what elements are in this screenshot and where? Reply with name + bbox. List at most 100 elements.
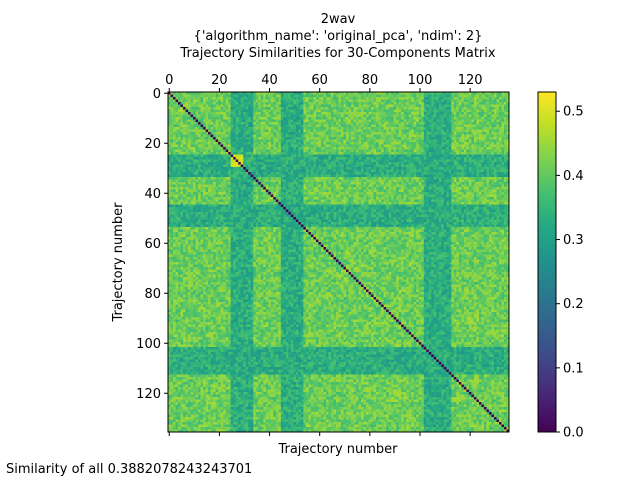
heatmap-cell bbox=[473, 109, 477, 113]
heatmap-cell bbox=[481, 104, 485, 108]
heatmap-cell bbox=[416, 157, 420, 160]
heatmap-cell bbox=[243, 147, 247, 150]
heatmap-cell bbox=[471, 157, 475, 160]
heatmap-cell bbox=[278, 157, 282, 160]
heatmap-cell bbox=[190, 122, 194, 125]
heatmap-cell bbox=[303, 104, 307, 108]
heatmap-cell bbox=[180, 152, 184, 155]
heatmap-cell bbox=[406, 177, 410, 180]
heatmap-cell bbox=[428, 147, 432, 150]
heatmap-diagonal-cell bbox=[220, 144, 224, 148]
heatmap-cell bbox=[406, 179, 410, 183]
heatmap-cell bbox=[198, 157, 201, 160]
heatmap-cell bbox=[418, 149, 422, 153]
heatmap-cell bbox=[305, 117, 309, 120]
heatmap-cell bbox=[200, 172, 204, 175]
heatmap-cell bbox=[463, 104, 467, 108]
heatmap-cell bbox=[471, 169, 475, 173]
heatmap-diagonal-cell bbox=[243, 167, 247, 170]
heatmap-cell bbox=[238, 132, 242, 135]
heatmap-cell bbox=[305, 144, 309, 148]
heatmap-cell bbox=[290, 164, 294, 168]
heatmap-cell bbox=[328, 174, 332, 178]
heatmap-cell bbox=[376, 127, 379, 130]
heatmap-cell bbox=[501, 124, 505, 128]
heatmap-cell bbox=[273, 174, 277, 178]
heatmap-cell bbox=[288, 174, 292, 178]
heatmap-cell bbox=[388, 92, 392, 95]
heatmap-cell bbox=[431, 97, 435, 100]
heatmap-cell bbox=[315, 152, 319, 155]
heatmap-cell bbox=[483, 154, 487, 158]
heatmap-cell bbox=[263, 179, 267, 183]
heatmap-cell bbox=[315, 169, 319, 173]
heatmap-cell bbox=[366, 129, 369, 133]
heatmap-cell bbox=[466, 134, 470, 138]
heatmap-cell bbox=[491, 134, 495, 138]
heatmap-cell bbox=[401, 164, 405, 168]
heatmap-cell bbox=[273, 117, 277, 120]
heatmap-cell bbox=[376, 182, 379, 185]
heatmap-cell bbox=[351, 117, 354, 120]
heatmap-cell bbox=[325, 147, 329, 150]
heatmap-cell bbox=[333, 119, 337, 123]
heatmap-cell bbox=[243, 137, 247, 140]
heatmap-cell bbox=[436, 114, 440, 118]
heatmap-cell bbox=[328, 179, 332, 183]
heatmap-cell bbox=[468, 109, 472, 113]
heatmap-cell bbox=[323, 112, 327, 115]
heatmap-cell bbox=[260, 102, 264, 105]
heatmap-cell bbox=[408, 114, 412, 118]
heatmap-cell bbox=[471, 147, 475, 150]
heatmap-cell bbox=[451, 137, 455, 140]
heatmap-cell bbox=[383, 174, 387, 178]
heatmap-cell bbox=[378, 172, 382, 175]
heatmap-cell bbox=[213, 132, 216, 135]
heatmap-cell bbox=[503, 169, 507, 173]
heatmap-cell bbox=[333, 139, 337, 143]
heatmap-cell bbox=[215, 182, 219, 185]
heatmap-cell bbox=[418, 157, 422, 160]
heatmap-cell bbox=[185, 142, 189, 145]
heatmap-cell bbox=[285, 104, 289, 108]
heatmap-cell bbox=[486, 112, 490, 115]
heatmap-cell bbox=[168, 129, 171, 133]
heatmap-cell bbox=[383, 144, 387, 148]
heatmap-cell bbox=[431, 109, 435, 113]
heatmap-cell bbox=[210, 174, 214, 178]
heatmap-cell bbox=[456, 94, 460, 98]
heatmap-cell bbox=[278, 147, 282, 150]
heatmap-cell bbox=[428, 157, 432, 160]
heatmap-cell bbox=[343, 112, 347, 115]
heatmap-cell bbox=[225, 102, 229, 105]
heatmap-cell bbox=[208, 177, 211, 180]
heatmap-cell bbox=[383, 109, 387, 113]
heatmap-cell bbox=[456, 92, 460, 95]
heatmap-cell bbox=[496, 164, 500, 168]
heatmap-cell bbox=[501, 99, 505, 103]
heatmap-cell bbox=[466, 114, 470, 118]
heatmap-cell bbox=[358, 167, 362, 170]
heatmap-cell bbox=[175, 97, 179, 100]
heatmap-cell bbox=[461, 134, 465, 138]
heatmap-cell bbox=[243, 162, 247, 165]
heatmap-cell bbox=[338, 99, 342, 103]
heatmap-cell bbox=[451, 179, 455, 183]
heatmap-cell bbox=[193, 154, 196, 158]
heatmap-cell bbox=[210, 124, 214, 128]
heatmap-cell bbox=[260, 127, 264, 130]
heatmap-cell bbox=[198, 174, 201, 178]
heatmap-cell bbox=[263, 117, 267, 120]
heatmap-cell bbox=[373, 182, 377, 185]
heatmap-cell bbox=[456, 142, 460, 145]
heatmap-cell bbox=[200, 154, 204, 158]
heatmap-cell bbox=[233, 112, 237, 115]
heatmap-cell bbox=[338, 142, 342, 145]
heatmap-cell bbox=[253, 99, 257, 103]
heatmap-cell bbox=[416, 112, 420, 115]
heatmap-cell bbox=[393, 134, 397, 138]
heatmap-cell bbox=[190, 99, 194, 103]
heatmap-cell bbox=[353, 149, 357, 153]
heatmap-cell bbox=[396, 164, 400, 168]
heatmap-cell bbox=[498, 162, 502, 165]
